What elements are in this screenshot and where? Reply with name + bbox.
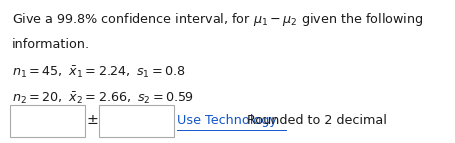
FancyBboxPatch shape: [100, 105, 174, 137]
Text: Use Technology: Use Technology: [177, 114, 277, 127]
Text: $n_2 = 20,\ \bar{x}_2 = 2.66,\ s_2 = 0.59$: $n_2 = 20,\ \bar{x}_2 = 2.66,\ s_2 = 0.5…: [12, 90, 194, 106]
FancyBboxPatch shape: [10, 105, 85, 137]
Text: information.: information.: [12, 37, 91, 50]
Text: $\pm$: $\pm$: [86, 113, 98, 127]
Text: Give a 99.8% confidence interval, for $\mu_1 - \mu_2$ given the following: Give a 99.8% confidence interval, for $\…: [12, 11, 424, 28]
Text: $n_1 = 45,\ \bar{x}_1 = 2.24,\ s_1 = 0.8$: $n_1 = 45,\ \bar{x}_1 = 2.24,\ s_1 = 0.8…: [12, 64, 186, 80]
Text: Rounded to 2 decimal: Rounded to 2 decimal: [243, 114, 387, 127]
